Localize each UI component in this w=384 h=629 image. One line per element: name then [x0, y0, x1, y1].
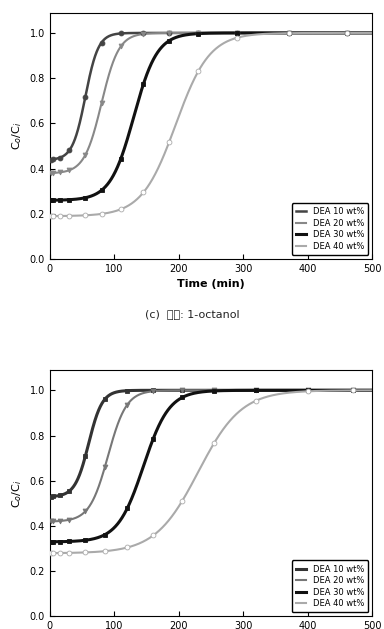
- DEA 40 wt%: [48, 213, 52, 220]
- DEA 40 wt%: [64, 549, 69, 557]
- Y-axis label: C$_o$/C$_i$: C$_o$/C$_i$: [10, 479, 24, 508]
- Line: DEA 30 wt%: DEA 30 wt%: [50, 33, 372, 200]
- DEA 20 wt%: [370, 387, 375, 394]
- DEA 20 wt%: [48, 169, 52, 177]
- DEA 20 wt%: [361, 29, 365, 36]
- DEA 10 wt%: [361, 29, 366, 36]
- Legend: DEA 10 wt%, DEA 20 wt%, DEA 30 wt%, DEA 40 wt%: DEA 10 wt%, DEA 20 wt%, DEA 30 wt%, DEA …: [292, 560, 368, 612]
- DEA 10 wt%: [361, 387, 366, 394]
- DEA 10 wt%: [336, 387, 340, 394]
- DEA 40 wt%: [370, 387, 375, 394]
- DEA 40 wt%: [301, 387, 306, 395]
- DEA 20 wt%: [204, 387, 209, 394]
- DEA 10 wt%: [361, 387, 366, 394]
- DEA 40 wt%: [370, 29, 375, 36]
- Line: DEA 20 wt%: DEA 20 wt%: [50, 33, 372, 173]
- DEA 20 wt%: [196, 387, 200, 394]
- DEA 10 wt%: [301, 29, 306, 36]
- DEA 30 wt%: [196, 389, 200, 396]
- DEA 10 wt%: [196, 387, 200, 394]
- DEA 10 wt%: [196, 29, 200, 36]
- DEA 20 wt%: [301, 29, 306, 36]
- Text: (c)  용매: 1-octanol: (c) 용매: 1-octanol: [145, 309, 239, 320]
- DEA 30 wt%: [48, 196, 52, 204]
- DEA 10 wt%: [301, 387, 306, 394]
- DEA 30 wt%: [370, 387, 375, 394]
- DEA 10 wt%: [204, 29, 209, 36]
- DEA 20 wt%: [361, 29, 366, 36]
- DEA 20 wt%: [196, 29, 200, 36]
- DEA 10 wt%: [64, 489, 69, 497]
- DEA 40 wt%: [301, 30, 306, 37]
- DEA 20 wt%: [204, 29, 209, 36]
- DEA 30 wt%: [361, 29, 365, 36]
- DEA 40 wt%: [204, 55, 209, 62]
- DEA 40 wt%: [196, 68, 200, 75]
- DEA 10 wt%: [313, 29, 318, 36]
- DEA 40 wt%: [196, 468, 200, 476]
- DEA 30 wt%: [361, 29, 366, 36]
- DEA 40 wt%: [361, 29, 366, 36]
- DEA 40 wt%: [64, 212, 69, 220]
- DEA 30 wt%: [204, 30, 209, 37]
- DEA 30 wt%: [48, 538, 52, 545]
- DEA 10 wt%: [370, 387, 375, 394]
- DEA 20 wt%: [361, 387, 366, 394]
- Line: DEA 30 wt%: DEA 30 wt%: [50, 391, 372, 542]
- DEA 20 wt%: [64, 167, 69, 175]
- Line: DEA 10 wt%: DEA 10 wt%: [50, 33, 372, 160]
- DEA 10 wt%: [204, 387, 209, 394]
- DEA 40 wt%: [361, 29, 365, 36]
- DEA 20 wt%: [64, 516, 69, 524]
- DEA 30 wt%: [64, 538, 69, 545]
- DEA 10 wt%: [48, 156, 52, 164]
- Line: DEA 10 wt%: DEA 10 wt%: [50, 391, 372, 496]
- DEA 40 wt%: [361, 387, 366, 394]
- Y-axis label: C$_o$/C$_i$: C$_o$/C$_i$: [10, 121, 24, 150]
- DEA 30 wt%: [204, 387, 209, 395]
- DEA 30 wt%: [301, 387, 306, 394]
- Legend: DEA 10 wt%, DEA 20 wt%, DEA 30 wt%, DEA 40 wt%: DEA 10 wt%, DEA 20 wt%, DEA 30 wt%, DEA …: [292, 203, 368, 255]
- DEA 30 wt%: [196, 30, 200, 37]
- DEA 40 wt%: [361, 387, 365, 394]
- DEA 30 wt%: [370, 29, 375, 36]
- X-axis label: Time (min): Time (min): [177, 279, 245, 289]
- Line: DEA 40 wt%: DEA 40 wt%: [50, 391, 372, 553]
- DEA 30 wt%: [361, 387, 366, 394]
- Line: DEA 40 wt%: DEA 40 wt%: [50, 33, 372, 216]
- DEA 40 wt%: [48, 549, 52, 557]
- DEA 10 wt%: [48, 493, 52, 500]
- DEA 20 wt%: [370, 29, 375, 36]
- DEA 30 wt%: [301, 29, 306, 36]
- DEA 20 wt%: [301, 387, 306, 394]
- DEA 40 wt%: [204, 452, 209, 460]
- DEA 10 wt%: [361, 29, 366, 36]
- DEA 30 wt%: [361, 387, 365, 394]
- DEA 10 wt%: [64, 150, 69, 157]
- DEA 20 wt%: [48, 518, 52, 525]
- DEA 10 wt%: [370, 29, 375, 36]
- DEA 20 wt%: [361, 387, 365, 394]
- DEA 30 wt%: [64, 196, 69, 204]
- Line: DEA 20 wt%: DEA 20 wt%: [50, 391, 372, 521]
